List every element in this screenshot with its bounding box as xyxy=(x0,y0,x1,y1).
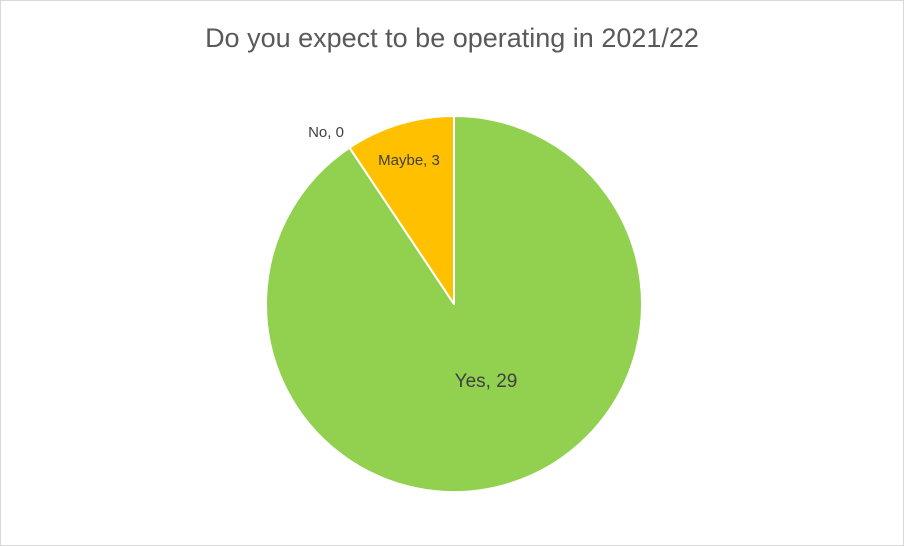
label-maybe: Maybe, 3 xyxy=(378,152,440,169)
label-no: No, 0 xyxy=(308,124,344,141)
pie-labels: Yes, 29 No, 0 Maybe, 3 xyxy=(308,124,517,392)
label-yes: Yes, 29 xyxy=(455,371,518,392)
pie-slices xyxy=(265,115,643,493)
pie-slice-maybe xyxy=(348,115,455,305)
chart-title: Do you expect to be operating in 2021/22 xyxy=(205,23,699,53)
